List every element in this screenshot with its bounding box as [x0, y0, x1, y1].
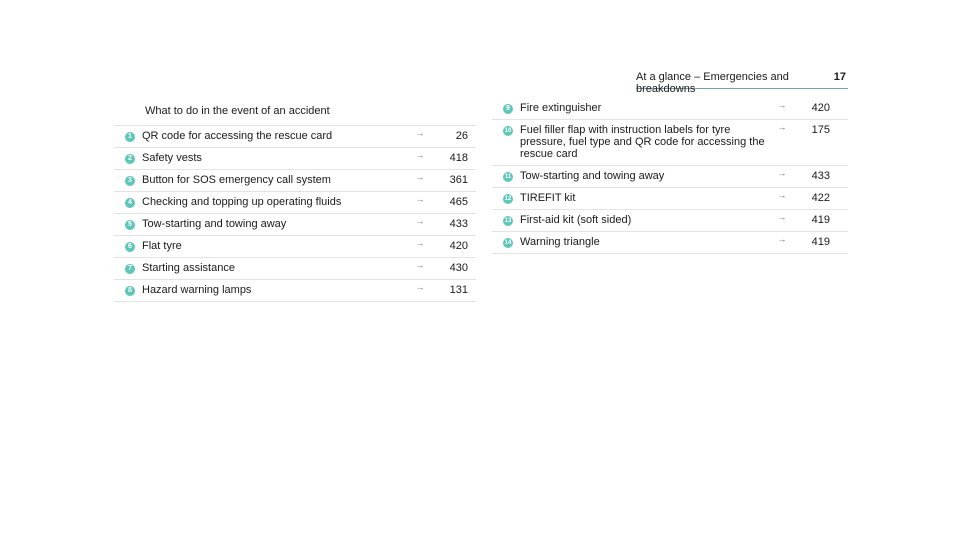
- item-label: Button for SOS emergency call system: [142, 174, 331, 186]
- left-column: What to do in the event of an accident 1…: [114, 98, 476, 302]
- list-item: 3 Button for SOS emergency call system → 36…: [114, 170, 476, 192]
- item-label: First-aid kit (soft sided): [520, 214, 632, 226]
- arrow-right-icon: →: [777, 122, 787, 132]
- list-item: 2 Safety vests → 418: [114, 148, 476, 170]
- list-item: 4 Checking and topping up operating fluid…: [114, 192, 476, 214]
- list-item: 5 Tow-starting and towing away → 433: [114, 214, 476, 236]
- item-number-badge: 7: [125, 264, 135, 274]
- page-reference[interactable]: 420: [811, 102, 830, 114]
- arrow-right-icon: →: [777, 234, 787, 244]
- arrow-right-icon: →: [415, 216, 425, 226]
- page-reference[interactable]: 419: [811, 236, 830, 248]
- page-reference[interactable]: 465: [449, 196, 468, 208]
- list-item: 6 Flat tyre → 420: [114, 236, 476, 258]
- page-reference[interactable]: 131: [449, 284, 468, 296]
- item-label: TIREFIT kit: [520, 192, 576, 204]
- item-label: QR code for accessing the rescue card: [142, 130, 333, 142]
- list-item: 13 First-aid kit (soft sided) → 419: [492, 210, 848, 232]
- section-title: What to do in the event of an accident: [114, 98, 476, 126]
- item-label: Safety vests: [142, 152, 202, 164]
- page-reference[interactable]: 419: [811, 214, 830, 226]
- arrow-right-icon: →: [777, 100, 787, 110]
- item-label: Hazard warning lamps: [142, 284, 252, 296]
- item-number-badge: 6: [125, 242, 135, 252]
- arrow-right-icon: →: [777, 212, 787, 222]
- arrow-right-icon: →: [415, 128, 425, 138]
- arrow-right-icon: →: [777, 190, 787, 200]
- arrow-right-icon: →: [415, 238, 425, 248]
- item-number-badge: 4: [125, 198, 135, 208]
- page-header: At a glance – Emergencies and breakdowns…: [636, 70, 848, 95]
- item-label: Checking and topping up operating fluids: [142, 196, 342, 208]
- list-item: 9 Fire extinguisher → 420: [492, 98, 848, 120]
- item-number-badge: 2: [125, 154, 135, 164]
- page-reference[interactable]: 420: [449, 240, 468, 252]
- page-reference[interactable]: 433: [811, 170, 830, 182]
- item-label: Starting assistance: [142, 262, 235, 274]
- page-number: 17: [833, 71, 846, 83]
- list-item: 8 Hazard warning lamps → 131: [114, 280, 476, 302]
- item-label: Fire extinguisher: [520, 102, 602, 114]
- page-reference[interactable]: 175: [811, 124, 830, 136]
- arrow-right-icon: →: [415, 150, 425, 160]
- list-item: 10 Fuel filler flap with instruction labe…: [492, 120, 848, 166]
- page-reference[interactable]: 418: [449, 152, 468, 164]
- arrow-right-icon: →: [415, 172, 425, 182]
- arrow-right-icon: →: [415, 260, 425, 270]
- arrow-right-icon: →: [777, 168, 787, 178]
- item-number-badge: 13: [503, 216, 513, 226]
- item-number-badge: 3: [125, 176, 135, 186]
- arrow-right-icon: →: [415, 194, 425, 204]
- item-label: Fuel filler flap with instruction labels…: [520, 124, 765, 160]
- arrow-right-icon: →: [415, 282, 425, 292]
- item-number-badge: 11: [503, 172, 513, 182]
- item-number-badge: 14: [503, 238, 513, 248]
- list-item: 7 Starting assistance → 430: [114, 258, 476, 280]
- item-number-badge: 9: [503, 104, 513, 114]
- right-column: 9 Fire extinguisher → 420 10 Fuel filler flap…: [492, 98, 848, 254]
- page-reference[interactable]: 430: [449, 262, 468, 274]
- list-item: 14 Warning triangle → 419: [492, 232, 848, 254]
- item-label: Flat tyre: [142, 240, 182, 252]
- item-number-badge: 5: [125, 220, 135, 230]
- page-reference[interactable]: 361: [449, 174, 468, 186]
- item-number-badge: 12: [503, 194, 513, 204]
- page-reference[interactable]: 433: [449, 218, 468, 230]
- list-item: 11 Tow-starting and towing away → 433: [492, 166, 848, 188]
- item-label: Tow-starting and towing away: [142, 218, 287, 230]
- page-reference[interactable]: 422: [811, 192, 830, 204]
- item-number-badge: 10: [503, 126, 513, 136]
- header-title: At a glance – Emergencies and breakdowns: [636, 71, 789, 95]
- page-reference[interactable]: 26: [455, 130, 468, 142]
- list-item: 12 TIREFIT kit → 422: [492, 188, 848, 210]
- list-item: 1 QR code for accessing the rescue card → 2…: [114, 126, 476, 148]
- item-number-badge: 8: [125, 286, 135, 296]
- item-number-badge: 1: [125, 132, 135, 142]
- item-label: Warning triangle: [520, 236, 600, 248]
- item-label: Tow-starting and towing away: [520, 170, 665, 182]
